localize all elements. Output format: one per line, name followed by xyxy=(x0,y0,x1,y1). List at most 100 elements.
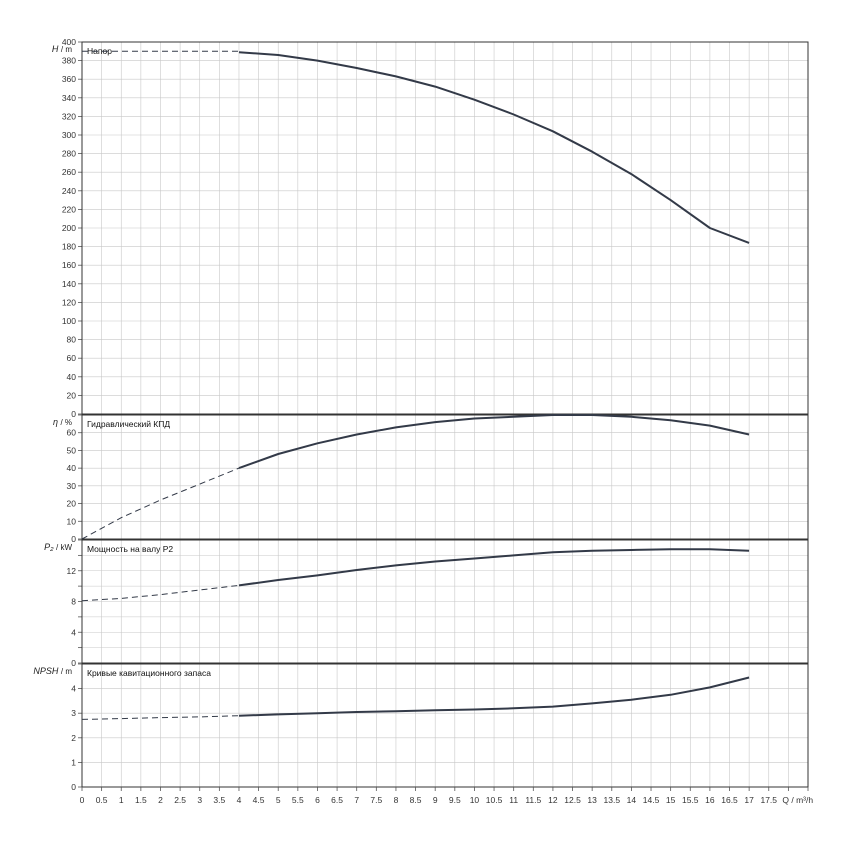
y-axis-label: P₂ / kW xyxy=(44,542,72,552)
x-tick-label: 12 xyxy=(548,795,558,805)
y-axis-label: η / % xyxy=(53,417,72,427)
x-tick-label: 7.5 xyxy=(370,795,382,805)
y-axis-symbol: NPSH xyxy=(33,666,61,676)
y-tick-label: 0 xyxy=(71,782,76,792)
y-axis-unit: / m xyxy=(61,667,72,676)
x-tick-label: 8.5 xyxy=(410,795,422,805)
y-tick-label: 3 xyxy=(71,708,76,718)
x-tick-label: 17.5 xyxy=(760,795,777,805)
x-tick-label: 0 xyxy=(80,795,85,805)
y-tick-label: 360 xyxy=(62,74,76,84)
y-tick-label: 4 xyxy=(71,627,76,637)
panel-title: Гидравлический КПД xyxy=(87,419,170,429)
y-axis-unit: / m xyxy=(61,45,72,54)
y-tick-label: 30 xyxy=(67,481,77,491)
x-tick-label: 0.5 xyxy=(96,795,108,805)
y-tick-label: 220 xyxy=(62,204,76,214)
x-tick-label: 15.5 xyxy=(682,795,699,805)
series-dashed-line xyxy=(81,467,240,540)
panel-title: Мощность на валу P2 xyxy=(87,544,173,554)
y-tick-label: 40 xyxy=(67,463,77,473)
y-tick-label: 2 xyxy=(71,733,76,743)
x-tick-label: 2 xyxy=(158,795,163,805)
x-tick-label: 17 xyxy=(744,795,754,805)
panel-title: Напор xyxy=(87,46,112,56)
x-tick-label: 1.5 xyxy=(135,795,147,805)
y-tick-label: 300 xyxy=(62,130,76,140)
y-tick-label: 60 xyxy=(67,428,77,438)
x-tick-label: 6 xyxy=(315,795,320,805)
x-tick-label: 1 xyxy=(119,795,124,805)
x-tick-label: 4.5 xyxy=(253,795,265,805)
y-tick-label: 10 xyxy=(67,516,77,526)
series-solid-line xyxy=(238,51,750,244)
y-tick-label: 60 xyxy=(67,353,77,363)
y-tick-label: 320 xyxy=(62,111,76,121)
y-tick-label: 180 xyxy=(62,242,76,252)
y-tick-label: 12 xyxy=(67,566,77,576)
y-tick-label: 200 xyxy=(62,223,76,233)
series-dashed-line xyxy=(81,584,240,602)
series-solid-line xyxy=(238,676,750,717)
y-tick-label: 8 xyxy=(71,597,76,607)
y-tick-label: 160 xyxy=(62,260,76,270)
y-axis-unit: / kW xyxy=(56,543,72,552)
x-tick-label: 9.5 xyxy=(449,795,461,805)
panel-0: 0 20 40 60 80 100 120 140 160 180 200 220 240 260 280 3… xyxy=(52,37,809,419)
x-tick-label: 5.5 xyxy=(292,795,304,805)
x-tick-label: 13 xyxy=(587,795,597,805)
y-tick-label: 0 xyxy=(71,534,76,544)
series-solid-line xyxy=(238,548,750,587)
panel-3: 0 1 2 3 4 NPSH / m Кривые кавитационного запас… xyxy=(33,663,809,792)
panel-frame xyxy=(81,41,809,415)
x-tick-label: 14.5 xyxy=(643,795,660,805)
y-tick-label: 400 xyxy=(62,37,76,47)
x-tick-label: 7 xyxy=(354,795,359,805)
y-tick-label: 380 xyxy=(62,56,76,66)
y-tick-label: 40 xyxy=(67,372,77,382)
x-tick-label: 9 xyxy=(433,795,438,805)
y-tick-label: 20 xyxy=(67,499,77,509)
panel-frame xyxy=(81,539,809,664)
y-tick-label: 50 xyxy=(67,445,77,455)
y-axis-symbol: P₂ xyxy=(44,542,56,552)
x-tick-label: 8 xyxy=(394,795,399,805)
x-tick-label: 6.5 xyxy=(331,795,343,805)
y-axis-unit: / % xyxy=(60,418,72,427)
x-tick-label: 12.5 xyxy=(564,795,581,805)
y-tick-label: 80 xyxy=(67,335,77,345)
y-axis-label: H / m xyxy=(52,44,72,54)
y-tick-label: 4 xyxy=(71,684,76,694)
y-tick-label: 1 xyxy=(71,757,76,767)
x-tick-label: 11.5 xyxy=(525,795,541,805)
y-axis-symbol: η xyxy=(53,417,61,427)
panel-frame xyxy=(81,663,809,788)
x-tick-label: 3.5 xyxy=(213,795,225,805)
panel-title: Кривые кавитационного запаса xyxy=(87,668,211,678)
y-axis-label: NPSH / m xyxy=(33,666,72,676)
x-tick-label: 10.5 xyxy=(486,795,503,805)
x-axis-label: Q / m³/h xyxy=(782,795,813,805)
x-tick-label: 10 xyxy=(470,795,480,805)
y-tick-label: 280 xyxy=(62,149,76,159)
x-tick-label: 16.5 xyxy=(721,795,738,805)
x-tick-label: 5 xyxy=(276,795,281,805)
y-tick-label: 240 xyxy=(62,186,76,196)
y-tick-label: 340 xyxy=(62,93,76,103)
series-solid-line xyxy=(238,414,750,470)
y-tick-label: 100 xyxy=(62,316,76,326)
y-axis-symbol: H xyxy=(52,44,61,54)
y-tick-label: 140 xyxy=(62,279,76,289)
x-tick-label: 15 xyxy=(666,795,676,805)
x-tick-label: 11 xyxy=(509,795,518,805)
y-tick-label: 0 xyxy=(71,409,76,419)
x-tick-label: 14 xyxy=(627,795,637,805)
x-tick-label: 16 xyxy=(705,795,715,805)
panel-frame xyxy=(81,414,809,540)
x-tick-label: 13.5 xyxy=(604,795,621,805)
y-tick-label: 0 xyxy=(71,658,76,668)
series-dashed-line xyxy=(81,715,240,720)
x-tick-label: 2.5 xyxy=(174,795,186,805)
